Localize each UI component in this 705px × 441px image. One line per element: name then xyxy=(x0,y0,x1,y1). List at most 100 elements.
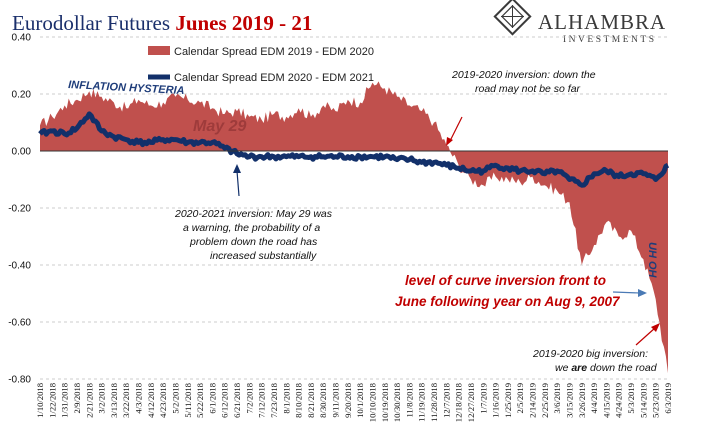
legend-label-2: Calendar Spread EDM 2020 - EDM 2021 xyxy=(174,72,374,84)
red-note-line-1: level of curve inversion front to xyxy=(405,273,606,288)
x-tick-label: 3/13/2018 xyxy=(109,383,119,418)
top-note-line-1: 2019-2020 inversion: down the xyxy=(451,69,596,81)
x-tick-label: 2/25/2019 xyxy=(540,383,550,418)
x-tick-label: 5/11/2018 xyxy=(183,383,193,418)
x-tick-label: 8/21/2018 xyxy=(306,383,316,418)
left-note-line-1: 2020-2021 inversion: May 29 was xyxy=(174,208,333,220)
x-tick-label: 5/14/2019 xyxy=(638,383,648,418)
x-tick-label: 4/3/2018 xyxy=(134,383,144,414)
annotation-top-note: 2019-2020 inversion: down the road may n… xyxy=(446,69,596,146)
x-tick-label: 10/30/2018 xyxy=(392,383,402,422)
y-tick-label: -0.20 xyxy=(8,204,31,215)
x-tick-label: 9/20/2018 xyxy=(343,383,353,418)
legend-swatch-area xyxy=(148,46,170,55)
logo-name: ALHAMBRA xyxy=(538,10,666,34)
x-tick-label: 2/5/2019 xyxy=(515,383,525,414)
x-tick-label: 5/23/2019 xyxy=(651,383,661,418)
x-tick-label: 1/31/2018 xyxy=(60,383,70,418)
x-axis: 1/10/2018 1/22/2018 1/31/2018 2/9/2018 2/21/… xyxy=(35,383,673,422)
x-tick-label: 11/8/2018 xyxy=(404,383,414,418)
x-tick-label: 11/19/2018 xyxy=(417,383,427,422)
annotation-red-note: level of curve inversion front to June f… xyxy=(395,273,647,309)
legend-label-1: Calendar Spread EDM 2019 - EDM 2020 xyxy=(174,46,374,58)
left-note-line-4: increased substantially xyxy=(210,250,317,262)
bottom-note-arrow xyxy=(635,327,656,346)
logo-sub: INVESTMENTS xyxy=(563,35,656,45)
red-note-arrowhead-icon xyxy=(638,289,647,297)
logo-diamond-icon xyxy=(493,0,532,36)
title-part-2: Junes 2019 - 21 xyxy=(175,11,312,35)
legend: Calendar Spread EDM 2019 - EDM 2020 Cale… xyxy=(148,46,374,84)
x-tick-label: 6/12/2018 xyxy=(220,383,230,418)
x-tick-label: 1/22/2018 xyxy=(47,383,57,418)
left-note-arrowhead-icon xyxy=(233,164,241,173)
top-note-arrow xyxy=(449,116,463,142)
x-tick-label: 8/1/2018 xyxy=(281,383,291,414)
y-axis: 0.40 0.20 0.00 -0.20 -0.40 -0.60 -0.80 xyxy=(8,33,31,386)
x-tick-label: 12/7/2018 xyxy=(441,383,451,418)
x-tick-label: 5/2/2018 xyxy=(171,383,181,414)
x-tick-label: 10/10/2018 xyxy=(368,383,378,422)
x-tick-label: 1/16/2019 xyxy=(491,383,501,418)
annotation-uh-oh: UH OH xyxy=(646,242,658,279)
x-tick-label: 7/23/2018 xyxy=(269,383,279,418)
bottom-note-are: are xyxy=(571,362,587,374)
x-tick-label: 5/3/2019 xyxy=(626,383,636,414)
bottom-note-arrowhead-icon xyxy=(651,323,660,332)
x-tick-label: 12/27/2018 xyxy=(466,383,476,422)
x-tick-label: 8/30/2018 xyxy=(318,383,328,418)
x-tick-label: 4/23/2018 xyxy=(158,383,168,418)
x-tick-label: 2/14/2019 xyxy=(528,383,538,418)
x-tick-label: 6/21/2018 xyxy=(232,383,242,418)
x-tick-label: 4/4/2019 xyxy=(589,383,599,414)
bottom-note-line-2: we are down the road xyxy=(555,362,658,374)
y-tick-label: -0.40 xyxy=(8,261,31,272)
y-tick-label: 0.20 xyxy=(12,90,32,101)
y-tick-label: -0.60 xyxy=(8,318,31,329)
left-note-arrow xyxy=(236,170,240,197)
red-note-line-2: June following year on Aug 9, 2007 xyxy=(395,294,621,309)
annotation-left-note: 2020-2021 inversion: May 29 was a warnin… xyxy=(174,164,333,262)
x-tick-label: 3/2/2018 xyxy=(97,383,107,414)
x-tick-label: 12/18/2018 xyxy=(454,383,464,422)
logo: ALHAMBRA INVESTMENTS xyxy=(493,0,666,45)
x-tick-label: 1/7/2019 xyxy=(478,383,488,414)
x-tick-label: 4/24/2019 xyxy=(614,383,624,418)
x-tick-label: 3/26/2019 xyxy=(577,383,587,418)
x-tick-label: 1/25/2019 xyxy=(503,383,513,418)
x-tick-label: 7/2/2018 xyxy=(244,383,254,414)
left-note-line-2: a warning, the probability of a xyxy=(183,222,320,234)
annotation-bottom-note: 2019-2020 big inversion: we are down the… xyxy=(532,323,660,374)
x-tick-label: 10/19/2018 xyxy=(380,383,390,422)
x-tick-label: 2/9/2018 xyxy=(72,383,82,414)
title-part-1: Eurodollar Futures xyxy=(12,11,175,35)
bottom-note-rest: down the road xyxy=(587,362,658,374)
left-note-line-3: problem down the road has xyxy=(189,236,318,248)
chart-title: Eurodollar Futures Junes 2019 - 21 xyxy=(12,11,312,35)
red-note-arrow xyxy=(612,291,641,294)
x-tick-label: 2/21/2018 xyxy=(84,383,94,418)
bottom-note-we: we xyxy=(555,362,571,374)
top-note-line-2: road may not be so far xyxy=(475,83,581,95)
x-tick-label: 3/15/2019 xyxy=(565,383,575,418)
x-tick-label: 10/1/2018 xyxy=(355,383,365,418)
x-tick-label: 9/11/2018 xyxy=(331,383,341,418)
x-tick-label: 7/12/2018 xyxy=(257,383,267,418)
grid xyxy=(40,36,668,380)
x-tick-label: 1/10/2018 xyxy=(35,383,45,418)
series-edm-2019-2020-area xyxy=(40,81,668,374)
x-tick-label: 3/22/2018 xyxy=(121,383,131,418)
x-tick-label: 6/3/2019 xyxy=(663,383,673,414)
bottom-note-line-1: 2019-2020 big inversion: xyxy=(532,348,648,360)
x-tick-label: 4/12/2018 xyxy=(146,383,156,418)
x-tick-label: 4/15/2019 xyxy=(601,383,611,418)
top-note-arrowhead-icon xyxy=(446,137,453,146)
x-tick-label: 8/10/2018 xyxy=(294,383,304,418)
x-tick-label: 11/28/2018 xyxy=(429,383,439,422)
x-tick-label: 5/22/2018 xyxy=(195,383,205,418)
series-layer xyxy=(38,81,670,374)
y-tick-label: 0.40 xyxy=(12,33,32,44)
annotation-may29: May 29 xyxy=(193,118,246,135)
series-edm-2020-2021-line xyxy=(38,111,670,188)
